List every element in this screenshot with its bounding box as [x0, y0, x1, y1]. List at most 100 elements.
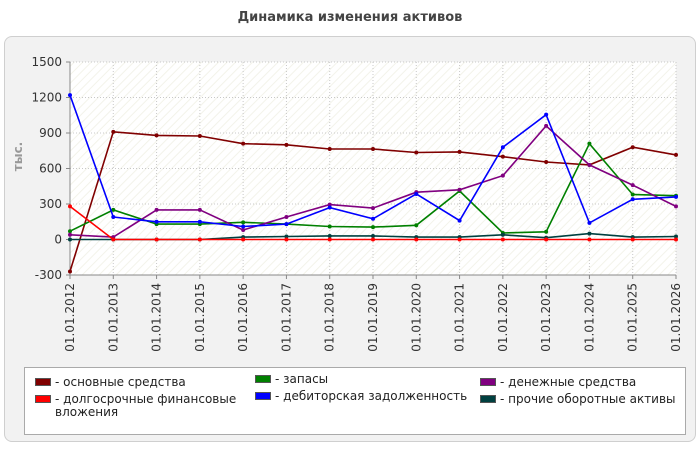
series-2-point: [327, 202, 332, 207]
series-0-point: [68, 269, 72, 274]
series-1-point: [544, 229, 549, 234]
x-tick-label: 01.01.2026: [669, 283, 683, 352]
series-2-point: [68, 232, 72, 237]
series-4-point: [284, 222, 289, 227]
series-4-point: [197, 219, 202, 224]
series-3-point: [154, 237, 159, 242]
series-5-point: [500, 232, 505, 237]
series-1-point: [587, 141, 592, 146]
x-tick-label: 01.01.2019: [366, 283, 380, 352]
legend-label-long-term-investments: - долгосрочные финансовые вложения: [55, 392, 237, 419]
legend-label-receivables: - дебиторская задолженность: [275, 389, 468, 403]
series-3-point: [371, 237, 375, 242]
series-0-point: [457, 149, 462, 154]
series-4-point: [68, 93, 72, 98]
series-2-point: [371, 206, 375, 211]
legend: - основные средства - запасы - денежные …: [24, 367, 686, 435]
series-3-point: [327, 237, 332, 242]
legend-label-fixed-assets: - основные средства: [55, 375, 186, 389]
series-5-point: [284, 234, 289, 239]
series-5-point: [68, 237, 72, 242]
series-4-point: [630, 197, 635, 202]
y-tick-label: 1200: [31, 91, 62, 105]
series-1-point: [111, 207, 116, 212]
x-tick-label: 01.01.2022: [496, 283, 510, 352]
series-3-point: [544, 237, 549, 242]
series-3-point: [284, 237, 289, 242]
series-5-point: [587, 231, 592, 236]
series-2-point: [587, 162, 592, 167]
series-0-point: [414, 150, 419, 155]
series-3-point: [241, 237, 246, 242]
legend-swatch-fixed-assets: [35, 378, 51, 386]
y-axis-label: тыс.: [11, 142, 25, 171]
y-tick-label: 300: [39, 197, 62, 211]
legend-swatch-long-term-investments: [35, 395, 51, 403]
legend-swatch-cash: [480, 378, 496, 386]
legend-swatch-receivables: [255, 392, 271, 400]
series-2-point: [500, 173, 505, 178]
series-4-point: [457, 218, 462, 223]
series-3-point: [630, 237, 635, 242]
series-1-point: [68, 229, 72, 234]
legend-item-inventory: - запасы: [255, 373, 328, 386]
series-2-point: [457, 187, 462, 192]
y-tick-label: -300: [35, 268, 62, 282]
x-tick-label: 01.01.2021: [453, 283, 467, 352]
series-0-point: [111, 129, 116, 134]
series-0-point: [674, 152, 678, 157]
series-2-point: [630, 183, 635, 188]
x-tick-label: 01.01.2017: [279, 283, 293, 352]
series-4-point: [154, 219, 159, 224]
legend-label-cash: - денежные средства: [500, 375, 637, 389]
y-tick-label: 1500: [31, 55, 62, 69]
x-tick-label: 01.01.2016: [236, 283, 250, 352]
series-2-point: [284, 215, 289, 220]
y-tick-label: 600: [39, 162, 62, 176]
legend-label-inventory: - запасы: [275, 372, 329, 386]
series-2-point: [241, 228, 246, 233]
series-2-point: [154, 207, 159, 212]
x-tick-label: 01.01.2024: [582, 283, 596, 352]
series-0-point: [500, 154, 505, 159]
series-4-point: [111, 215, 116, 220]
series-3-point: [587, 237, 592, 242]
series-5-point: [674, 234, 678, 239]
series-0-point: [241, 141, 246, 146]
series-0-point: [544, 159, 549, 164]
series-0-point: [630, 145, 635, 150]
x-tick-label: 01.01.2015: [193, 283, 207, 352]
series-4-point: [500, 145, 505, 150]
series-4-point: [674, 194, 678, 199]
legend-item-long-term-investments: - долгосрочные финансовые вложения: [35, 393, 255, 419]
series-0-point: [284, 142, 289, 147]
series-4-point: [544, 112, 549, 117]
series-0-point: [197, 133, 202, 138]
x-tick-label: 01.01.2018: [323, 283, 337, 352]
x-tick-label: 01.01.2013: [106, 283, 120, 352]
series-3-point: [414, 237, 419, 242]
series-4-point: [371, 216, 375, 221]
series-1-point: [371, 225, 375, 230]
x-tick-label: 01.01.2025: [626, 283, 640, 352]
series-3-point: [197, 237, 202, 242]
series-1-point: [241, 220, 246, 225]
series-5-point: [371, 233, 375, 238]
series-1-point: [414, 223, 419, 228]
x-tick-label: 01.01.2023: [539, 283, 553, 352]
x-tick-label: 01.01.2014: [150, 283, 164, 352]
series-3-point: [500, 237, 505, 242]
series-4-point: [587, 220, 592, 225]
y-tick-label: 0: [54, 233, 62, 247]
legend-item-receivables: - дебиторская задолженность: [255, 390, 467, 403]
chart-title: Динамика изменения активов: [237, 10, 463, 25]
series-4-point: [241, 224, 246, 229]
series-5-point: [327, 233, 332, 238]
series-3-point: [68, 204, 72, 209]
series-0-point: [327, 146, 332, 151]
series-4-point: [327, 205, 332, 210]
series-3-point: [111, 237, 116, 242]
legend-swatch-other-current-assets: [480, 395, 496, 403]
legend-item-fixed-assets: - основные средства: [35, 376, 186, 389]
